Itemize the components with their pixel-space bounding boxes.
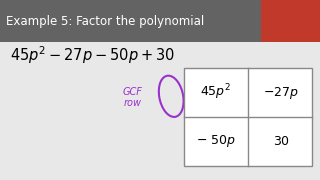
Text: Example 5: Factor the polynomial: Example 5: Factor the polynomial	[6, 15, 205, 28]
Text: $-\ 50p$: $-\ 50p$	[196, 133, 236, 149]
Bar	[184, 68, 312, 166]
Text: $30$: $30$	[273, 135, 290, 148]
FancyBboxPatch shape	[261, 0, 320, 42]
Text: $45p^2$: $45p^2$	[201, 83, 231, 102]
Text: GCF
row: GCF row	[123, 87, 143, 108]
FancyBboxPatch shape	[0, 0, 320, 42]
Text: $45p^2 - 27p - 50p + 30$: $45p^2 - 27p - 50p + 30$	[10, 44, 174, 66]
Text: $-27p$: $-27p$	[263, 85, 299, 101]
